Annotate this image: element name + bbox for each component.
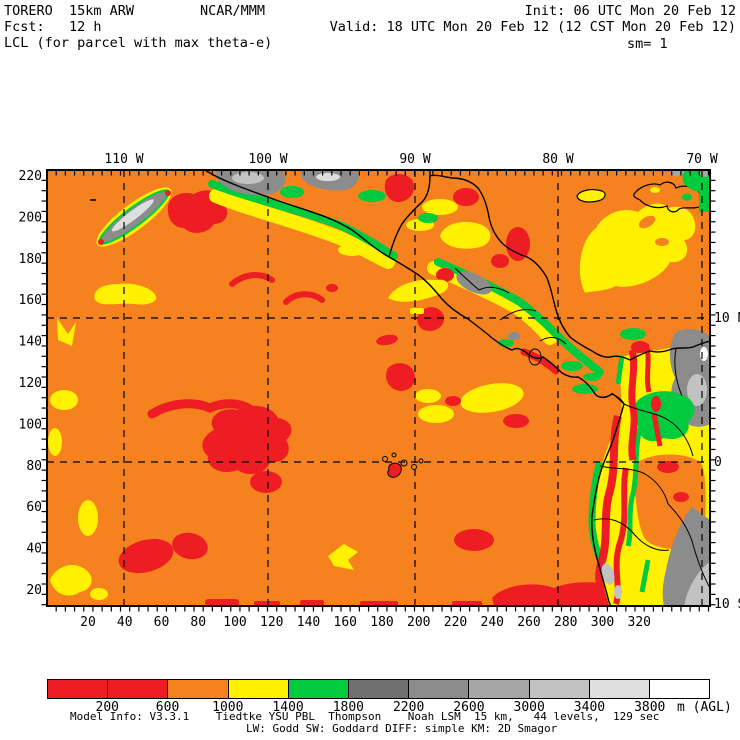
colorbar: [47, 679, 710, 699]
axis-tick-label: 80 W: [542, 152, 573, 167]
axis-tick-label: 300: [591, 615, 614, 630]
axis-tick-label: 200: [19, 210, 42, 225]
axis-tick-label: 70 W: [686, 152, 717, 167]
axis-tick-label: 60: [154, 615, 170, 630]
valid-time: Valid: 18 UTC Mon 20 Feb 12 (12 CST Mon …: [329, 19, 736, 35]
legend-boundary-label: 3000: [513, 700, 545, 715]
forecast-hour: Fcst: 12 h: [4, 19, 102, 35]
axis-tick-label: 180: [19, 252, 42, 267]
axis-tick-label: 10 S: [714, 597, 740, 612]
axis-tick-label: 140: [297, 615, 320, 630]
colorbar-unit: m (AGL): [677, 700, 732, 715]
legend-bin: [347, 680, 409, 698]
axis-ticks: [41, 170, 716, 612]
legend-bin: [107, 680, 168, 698]
init-time: Init: 06 UTC Mon 20 Feb 12: [524, 3, 736, 19]
legend-bin: [287, 680, 348, 698]
smoothing-label: sm= 1: [627, 36, 668, 52]
axis-tick-label: 160: [334, 615, 357, 630]
model-info-line1: Model Info: V3.3.1 Tiedtke YSU PBL Thomp…: [70, 710, 660, 723]
legend-boundary-label: 3800: [634, 700, 666, 715]
legend-boundary-label: 1800: [332, 700, 365, 715]
map-plot: 20 40 60 80 100 120 140 160 180 200 220 240 260 280 30…: [19, 152, 740, 630]
axis-tick-label: 20: [26, 583, 42, 598]
legend-boundary-label: 3400: [573, 700, 606, 715]
axis-tick-label: 140: [19, 335, 42, 350]
axis-tick-label: 100 W: [248, 152, 287, 167]
axis-tick-label: 240: [481, 615, 504, 630]
model-info-line2: LW: Godd SW: Goddard DIFF: simple KM: 2D…: [246, 722, 558, 735]
axis-tick-label: 100: [223, 615, 246, 630]
axis-tick-label: 60: [26, 500, 42, 515]
field-title: LCL (for parcel with max theta-e): [4, 35, 273, 51]
legend-bin: [48, 680, 108, 698]
axis-tick-label: 280: [554, 615, 577, 630]
axis-tick-label: 200: [407, 615, 430, 630]
map-frame: [46, 169, 711, 607]
axis-tick-label: 40: [26, 542, 42, 557]
legend-boundary-label: 1400: [272, 700, 304, 715]
legend-bin: [408, 680, 469, 698]
axis-tick-label: 180: [370, 615, 393, 630]
legend-boundary-label: 2600: [453, 700, 485, 715]
axis-tick-label: 10 N: [714, 311, 740, 326]
legend-boundary-label: 2200: [392, 700, 425, 715]
axis-tick-label: 220: [19, 169, 42, 184]
legend-bin: [528, 680, 589, 698]
center-name: NCAR/MMM: [200, 3, 266, 19]
legend-bin: [167, 680, 228, 698]
axis-tick-label: 220: [444, 615, 467, 630]
axis-tick-label: 20: [80, 615, 96, 630]
legend-boundary-label: 1000: [212, 700, 244, 715]
axis-tick-label: 100: [19, 417, 42, 432]
axis-tick-label: 40: [117, 615, 133, 630]
axis-tick-label: 120: [260, 615, 283, 630]
latlon-gridlines: [47, 170, 710, 606]
map-filled-contours: [47, 170, 710, 606]
axis-labels: 20 40 60 80 100 120 140 160 180 200 220 240 260 280 30…: [19, 152, 740, 630]
legend-boundary-label: 200: [95, 700, 120, 715]
coastlines: [204, 170, 710, 606]
axis-tick-label: 0: [714, 455, 722, 470]
legend-bin: [227, 680, 288, 698]
legend-bin: [588, 680, 649, 698]
model-title: TORERO 15km ARW: [4, 3, 135, 19]
axis-tick-label: 320: [628, 615, 651, 630]
colorbar-labels: m (AGL) 200 600 1000 1400 1800 2200 2600 3000 34…: [47, 699, 732, 715]
legend-bin: [468, 680, 529, 698]
axis-tick-label: 120: [19, 376, 42, 391]
axis-tick-label: 80: [26, 459, 42, 474]
legend-bin: [648, 680, 710, 698]
axis-tick-label: 90 W: [399, 152, 430, 167]
axis-tick-label: 160: [19, 293, 42, 308]
axis-tick-label: 110 W: [104, 152, 143, 167]
colorbar-legend: m (AGL) 200 600 1000 1400 1800 2200 2600 3000 34…: [47, 679, 732, 715]
axis-tick-label: 260: [517, 615, 540, 630]
axis-tick-label: 80: [190, 615, 206, 630]
legend-boundary-label: 600: [155, 700, 180, 715]
